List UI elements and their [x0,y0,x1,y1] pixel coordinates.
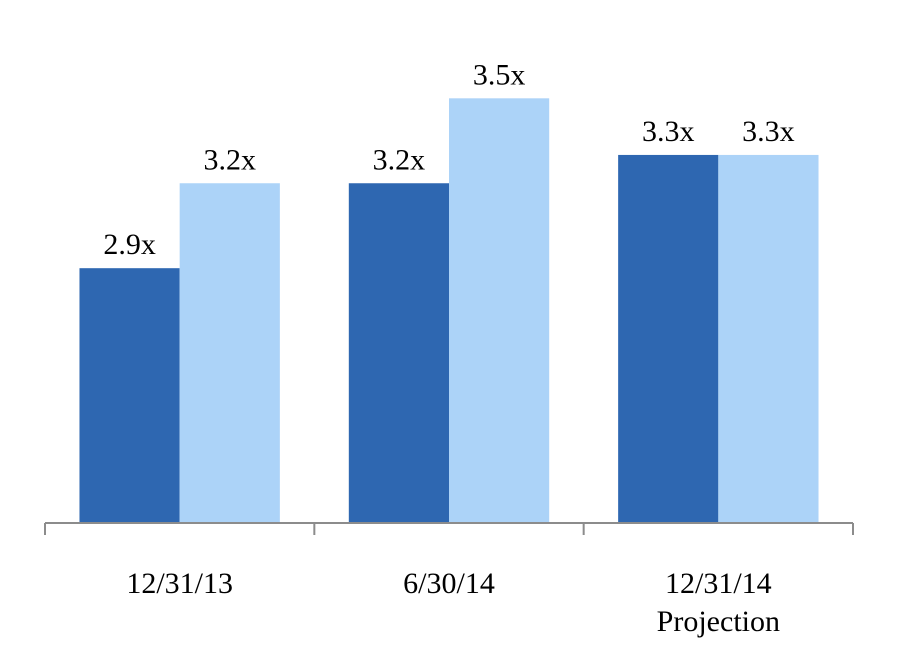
value-label: 3.2x [373,143,426,176]
value-label: 3.3x [742,115,795,148]
bar [348,183,449,523]
x-tick-label: 12/31/13 [126,567,233,600]
bar [718,154,819,523]
bar [79,268,180,523]
bar [618,154,719,523]
bar [449,98,550,523]
x-tick-label: 6/30/14 [403,567,495,600]
value-label: 3.2x [204,143,257,176]
x-tick-label: 12/31/14 Projection [657,567,780,638]
value-label: 3.3x [642,115,695,148]
value-label: 2.9x [103,228,156,261]
value-label: 3.5x [473,58,526,91]
bar [179,183,280,523]
